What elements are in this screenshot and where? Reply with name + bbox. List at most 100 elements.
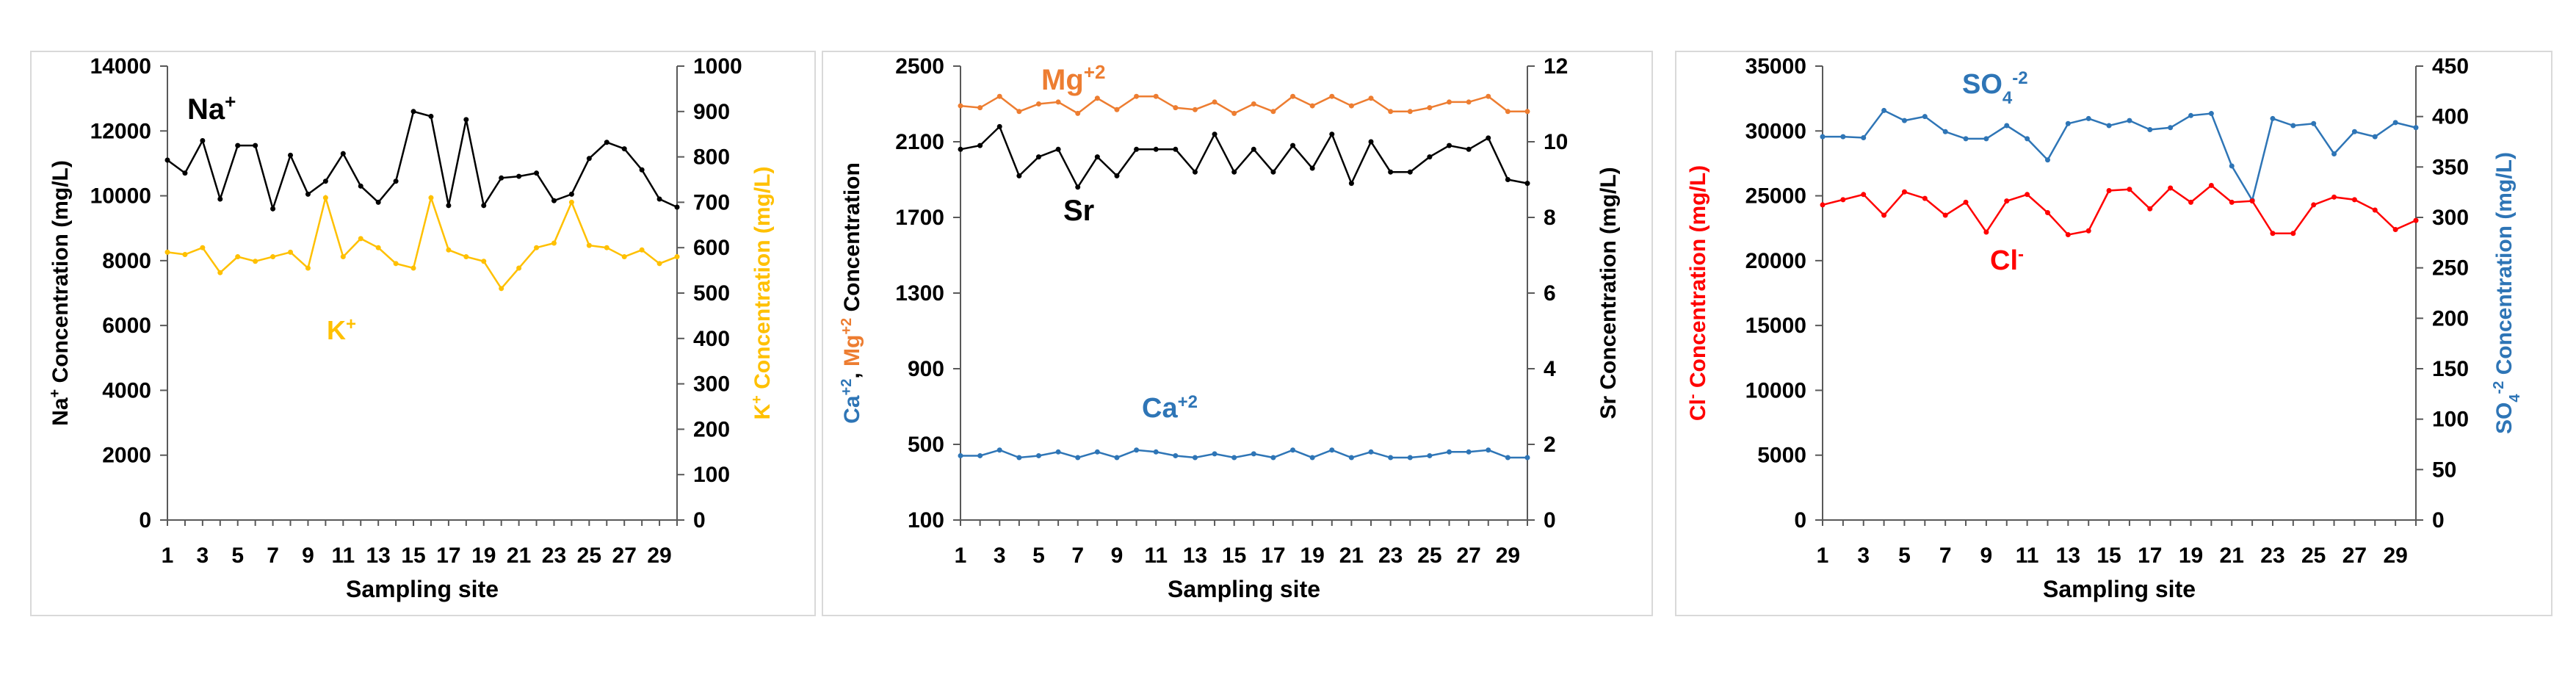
data-point	[2351, 197, 2357, 203]
left-axis-title: Na+ Concentration (mg/L)	[47, 160, 73, 426]
data-point	[1251, 451, 1256, 457]
mg-series-label: Mg+2	[1041, 61, 1105, 96]
data-point	[1505, 177, 1510, 182]
series-line-3	[960, 449, 1527, 459]
right-tick-label: 700	[693, 190, 730, 214]
right-tick-label: 450	[2432, 54, 2469, 79]
data-point	[551, 198, 557, 203]
data-point	[499, 175, 504, 181]
data-point	[1922, 114, 1928, 120]
data-point	[2229, 199, 2235, 205]
data-point	[340, 151, 346, 156]
data-point	[358, 236, 363, 242]
data-point	[1881, 107, 1887, 113]
x-tick-label: 1	[955, 544, 967, 568]
data-point	[1983, 229, 1989, 235]
data-point	[586, 156, 592, 162]
data-point	[996, 123, 1002, 129]
data-point	[656, 196, 662, 202]
left-tick-label: 0	[1794, 508, 1806, 533]
data-point	[1270, 455, 1276, 461]
x-tick-label: 23	[542, 544, 566, 568]
x-tick-label: 13	[366, 544, 390, 568]
series-line-2	[1822, 184, 2417, 236]
data-point	[2413, 217, 2419, 223]
data-point	[235, 254, 241, 260]
x-tick-label: 9	[1980, 544, 1993, 568]
x-tick-label: 13	[1183, 544, 1207, 568]
right-tick-label: 100	[2432, 408, 2469, 432]
x-tick-label: 15	[1222, 544, 1246, 568]
left-tick-label: 5000	[1757, 444, 1806, 468]
data-point	[1094, 449, 1100, 455]
data-point	[2044, 157, 2050, 163]
right-tick-label: 6	[1544, 281, 1556, 306]
data-point	[2065, 120, 2071, 126]
data-point	[1820, 202, 1826, 208]
x-tick-label: 11	[331, 544, 355, 568]
data-point	[1407, 169, 1413, 175]
data-point	[1983, 136, 1989, 142]
data-point	[1329, 447, 1335, 453]
data-point	[1427, 105, 1433, 111]
data-point	[2351, 129, 2357, 134]
left-tick-label: 6000	[102, 314, 151, 338]
data-point	[639, 167, 645, 173]
data-point	[1173, 105, 1179, 111]
series-line-1	[167, 110, 678, 212]
data-point	[586, 242, 592, 248]
data-point	[1368, 95, 1374, 101]
data-point	[1901, 118, 1907, 123]
data-point	[2372, 207, 2378, 213]
left-tick-label: 10000	[90, 184, 151, 209]
left-tick-label: 12000	[90, 119, 151, 143]
left-tick-label: 8000	[102, 249, 151, 273]
right-tick-label: 350	[2432, 155, 2469, 179]
x-tick-label: 27	[612, 544, 637, 568]
data-point	[516, 265, 522, 271]
left-axis-title: Ca+2, Mg+2 Concentration	[839, 162, 864, 424]
right-tick-label: 8	[1544, 206, 1556, 230]
x-tick-label: 15	[401, 544, 425, 568]
data-point	[305, 265, 311, 271]
data-point	[322, 178, 328, 184]
x-tick-label: 9	[1111, 544, 1124, 568]
x-tick-label: 29	[647, 544, 671, 568]
right-tick-label: 400	[693, 327, 730, 351]
left-tick-label: 20000	[1745, 249, 1806, 273]
left-tick-label: 30000	[1745, 119, 1806, 143]
data-point	[1466, 449, 1472, 455]
x-tick-label: 29	[1496, 544, 1520, 568]
data-point	[288, 249, 294, 255]
x-tick-label: 7	[1939, 544, 1952, 568]
data-point	[1486, 447, 1491, 453]
series-line-1	[960, 95, 1527, 115]
data-point	[2188, 112, 2194, 118]
data-point	[674, 204, 680, 210]
data-point	[1963, 136, 1969, 142]
data-point	[1055, 146, 1061, 152]
data-point	[1153, 93, 1159, 99]
data-point	[2249, 198, 2255, 204]
data-point	[2085, 115, 2091, 121]
data-point	[253, 259, 258, 264]
data-point	[1486, 135, 1491, 141]
x-tick-label: 25	[577, 544, 601, 568]
right-tick-label: 300	[693, 372, 730, 397]
data-point	[1447, 449, 1452, 455]
x-tick-label: 23	[2260, 544, 2284, 568]
x-tick-label: 5	[231, 544, 244, 568]
data-point	[1942, 212, 1948, 218]
data-point	[1427, 154, 1433, 160]
data-point	[322, 195, 328, 201]
data-point	[1173, 146, 1179, 152]
data-point	[305, 191, 311, 197]
data-point	[1114, 455, 1120, 461]
data-point	[1407, 455, 1413, 461]
data-point	[2127, 118, 2132, 123]
data-point	[2044, 210, 2050, 216]
data-point	[1963, 199, 1969, 205]
data-point	[1134, 447, 1140, 453]
data-point	[534, 245, 540, 250]
left-tick-label: 10000	[1745, 378, 1806, 403]
